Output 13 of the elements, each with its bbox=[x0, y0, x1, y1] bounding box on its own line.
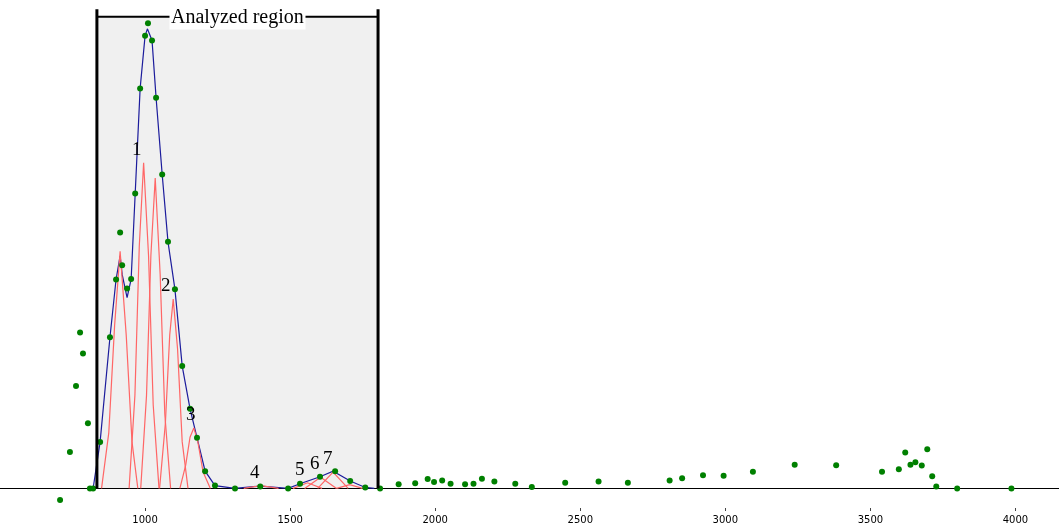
annotation: 4 bbox=[250, 461, 260, 482]
band-label: Analyzed region bbox=[171, 5, 304, 28]
annotation: 5 bbox=[295, 458, 305, 479]
x-tick-label: 4000 bbox=[1002, 514, 1029, 525]
x-tick-label: 3500 bbox=[857, 514, 884, 525]
annotation: 7 bbox=[323, 447, 333, 468]
x-tick-label: 1500 bbox=[277, 514, 303, 525]
x-tick-label: 3000 bbox=[712, 514, 739, 525]
x-tick-label: 2000 bbox=[422, 514, 448, 525]
annotation: 2 bbox=[161, 274, 171, 295]
x-tick-label: 1000 bbox=[132, 514, 158, 525]
annotation: 6 bbox=[310, 452, 320, 473]
x-tick-label: 2500 bbox=[567, 514, 593, 525]
